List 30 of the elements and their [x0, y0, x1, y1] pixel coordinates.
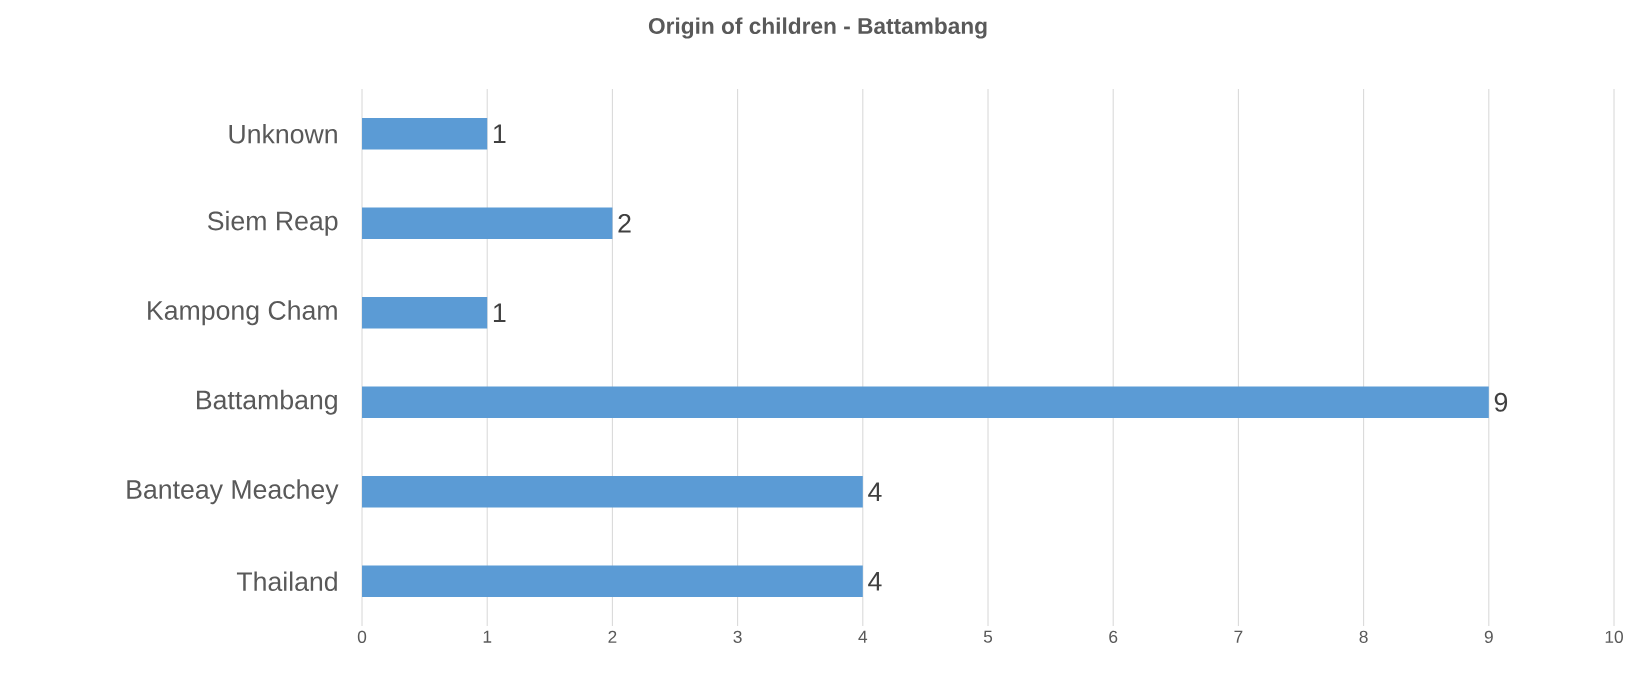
data-label: 4	[868, 482, 882, 501]
y-tick-label: Banteay Meachey	[127, 479, 339, 505]
data-label: 1	[493, 124, 506, 143]
x-tick-label: 8	[1359, 630, 1368, 643]
x-tick-label: 10	[1605, 630, 1623, 643]
x-tick-label: 7	[1234, 630, 1243, 643]
y-tick-label: Battambang	[197, 389, 337, 415]
x-tick-label: 2	[608, 630, 617, 643]
x-tick-label: 3	[733, 630, 742, 643]
y-tick-label: Thailand	[236, 571, 337, 592]
chart-title: Origin of children - Battambang	[648, 17, 987, 39]
data-label: 9	[1494, 392, 1508, 412]
data-label: 2	[618, 213, 631, 233]
bar	[362, 118, 488, 150]
x-tick-label: 6	[1109, 630, 1118, 643]
bar	[362, 207, 613, 239]
bar	[362, 386, 1489, 418]
data-label: 4	[868, 572, 882, 591]
data-label: 1	[493, 303, 506, 322]
y-tick-label: Siem Reap	[207, 210, 338, 236]
x-tick-label: 0	[357, 630, 367, 643]
x-tick-label: 5	[983, 630, 993, 643]
y-tick-label: Unknown	[229, 123, 337, 144]
y-tick-label: Kampong Cham	[148, 300, 337, 326]
x-tick-label: 4	[858, 630, 868, 643]
x-tick-label: 9	[1484, 630, 1493, 643]
bar	[362, 565, 863, 597]
bar	[362, 476, 863, 508]
x-tick-label: 1	[483, 630, 492, 643]
bar	[362, 297, 488, 329]
